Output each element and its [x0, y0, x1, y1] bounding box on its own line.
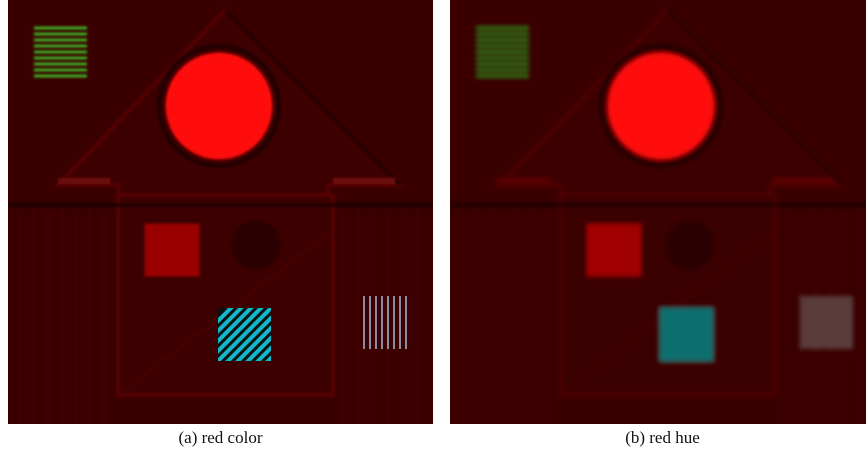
panel-red-color-image: [8, 0, 433, 424]
right-eave: [772, 178, 834, 184]
roof-edge-dark: [223, 8, 402, 187]
green-stripes: [34, 26, 87, 78]
sun-halo: [156, 43, 282, 169]
left-eave: [58, 178, 110, 184]
red-sun: [608, 53, 714, 159]
panel-red-hue-image: [450, 0, 866, 424]
panel-red-color: [8, 0, 433, 424]
roof-edge-dark: [665, 8, 844, 187]
caption-b: (b) red hue: [625, 428, 700, 447]
dark-diamond: [231, 220, 281, 270]
left-eave: [495, 178, 550, 184]
red-grid-square: [587, 224, 641, 276]
gray-vertical-lines: [363, 296, 407, 349]
panel-red-hue: [450, 0, 866, 424]
sun-halo: [598, 43, 724, 169]
dark-diamond: [665, 220, 715, 270]
red-grid-square: [145, 224, 199, 276]
caption-a: (a) red color: [178, 428, 263, 447]
left-wall-lines: [19, 210, 105, 424]
green-stripes: [476, 26, 529, 78]
red-sun: [166, 53, 272, 159]
teal-square: [660, 308, 713, 361]
cyan-stripe-square: [218, 308, 271, 361]
gray-square: [800, 296, 853, 349]
right-eave: [333, 178, 395, 184]
left-wall-lines: [461, 210, 547, 424]
